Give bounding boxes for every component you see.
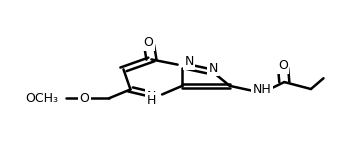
Text: O: O (278, 59, 288, 72)
Text: N: N (208, 62, 218, 75)
Text: NH: NH (253, 83, 271, 96)
Text: O: O (79, 92, 89, 105)
Text: O: O (144, 36, 153, 49)
Text: N: N (147, 90, 156, 102)
Text: OCH₃: OCH₃ (25, 92, 58, 105)
Text: N: N (184, 55, 194, 68)
Text: H: H (147, 94, 156, 107)
